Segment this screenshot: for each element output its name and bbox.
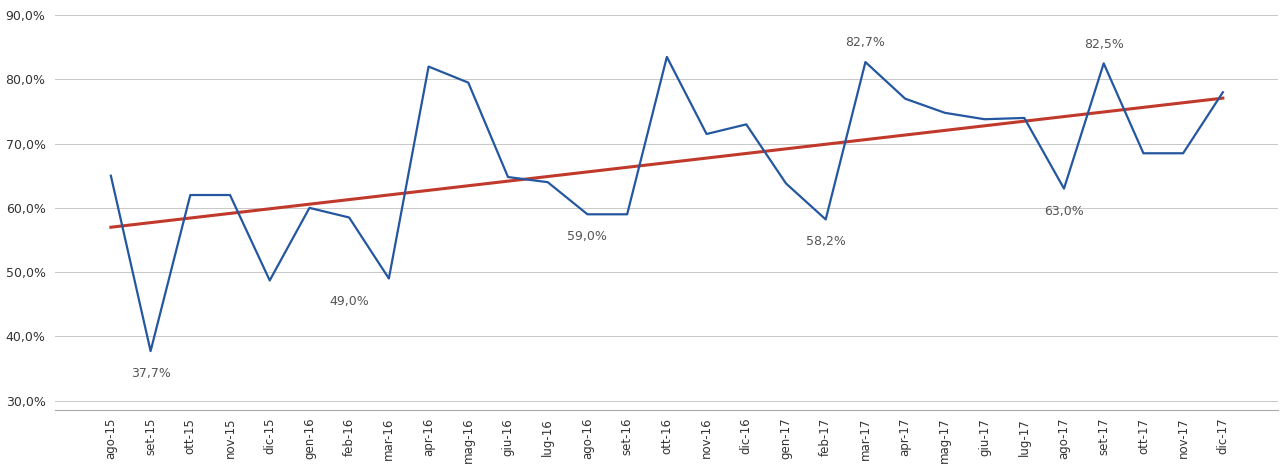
Text: 59,0%: 59,0% xyxy=(568,230,607,243)
Text: 82,5%: 82,5% xyxy=(1084,38,1124,51)
Text: 58,2%: 58,2% xyxy=(806,235,846,249)
Text: 82,7%: 82,7% xyxy=(845,36,886,49)
Text: 37,7%: 37,7% xyxy=(131,367,171,380)
Text: 63,0%: 63,0% xyxy=(1044,204,1084,218)
Text: 49,0%: 49,0% xyxy=(329,295,369,308)
